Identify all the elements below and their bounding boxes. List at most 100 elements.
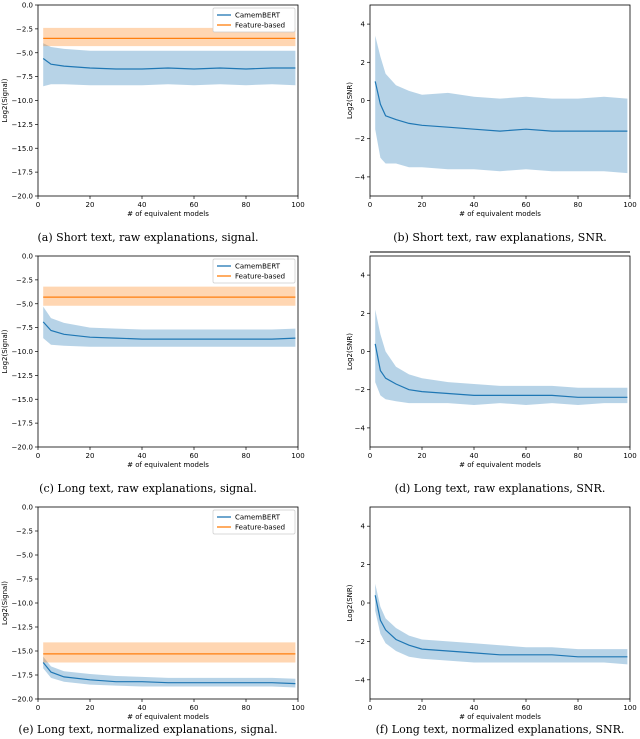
y-tick-label: −2 [355,135,365,143]
y-tick-label: −15.0 [12,648,33,656]
x-tick-label: 80 [242,201,251,209]
x-tick-label: 20 [418,452,427,460]
confidence-band-camembert [375,35,628,174]
panel-caption-c: (c) Long text, raw explanations, signal. [39,482,257,495]
legend-box [212,7,296,33]
x-tick-label: 100 [623,201,636,209]
y-axis-label: Log2(Signal) [1,329,9,373]
x-tick-label: 40 [470,201,479,209]
x-axis-label: # of equivalent models [459,210,541,218]
y-tick-label: −17.5 [12,169,33,177]
plot-frame [37,255,299,448]
x-tick-label: 60 [522,452,531,460]
y-axis-label: Log2(Signal) [1,78,9,122]
confidence-band-feature-based [43,642,296,663]
x-axis-label: # of equivalent models [127,461,209,469]
y-tick-label: −12.5 [12,372,33,380]
x-tick-label: 0 [36,201,40,209]
x-tick-label: 60 [190,201,199,209]
panel-caption-b: (b) Short text, raw explanations, SNR. [393,231,607,244]
y-tick-label: 0.0 [22,504,33,512]
y-tick-label: −2 [355,638,365,646]
x-tick-label: 20 [418,704,427,712]
confidence-band-feature-based [43,286,296,306]
x-tick-label: 40 [138,452,147,460]
y-tick-label: 0 [361,348,365,356]
x-axis-label: # of equivalent models [459,461,541,469]
y-tick-label: 2 [361,59,365,67]
y-tick-label: −15.0 [12,145,33,153]
x-tick-label: 20 [418,201,427,209]
legend: CamemBERT Feature-based [212,509,296,535]
x-tick-label: 60 [190,452,199,460]
x-tick-label: 60 [522,201,531,209]
y-tick-label: −17.5 [12,420,33,428]
y-tick-label: 0 [361,97,365,105]
chart-panel-e: 0 20 40 60 80 100 0.0 −2.5 −5.0 −7.5 −10.0 −12.5 −15… [1,504,305,722]
x-tick-label: 20 [86,201,95,209]
x-tick-label: 0 [368,704,372,712]
y-tick-label: −7.5 [16,324,33,332]
confidence-band-camembert [375,309,628,405]
panel-caption-a: (a) Short text, raw explanations, signal… [38,231,259,244]
series-line-camembert [374,595,628,658]
x-tick-label: 0 [368,201,372,209]
x-tick-label: 80 [574,452,583,460]
legend-label-feature-based: Feature-based [235,524,285,532]
x-axis-label: # of equivalent models [127,713,209,721]
y-tick-label: 0.0 [22,253,33,261]
x-tick-label: 80 [242,704,251,712]
y-tick-label: −15.0 [12,396,33,404]
y-tick-label: −2 [355,386,365,394]
y-tick-label: −20.0 [12,696,33,704]
x-tick-label: 100 [623,452,636,460]
x-tick-label: 60 [522,704,531,712]
legend: CamemBERT Feature-based [212,7,296,33]
x-tick-label: 80 [574,201,583,209]
y-tick-label: −7.5 [16,576,33,584]
y-tick-label: −5.0 [16,552,33,560]
x-tick-label: 100 [623,704,636,712]
legend-label-camembert: CamemBERT [235,514,281,522]
x-tick-label: 100 [291,201,304,209]
x-tick-label: 60 [190,704,199,712]
chart-panel-a: 0 20 40 60 80 100 0.0 −2.5 −5.0 −7.5 −10.0 −12.5 −15… [1,2,305,219]
plot-frame [369,506,631,700]
y-tick-label: 4 [361,272,366,280]
y-axis-label: Log2(SNR) [346,82,354,119]
x-axis-label: # of equivalent models [459,713,541,721]
y-tick-label: −2.5 [16,25,33,33]
y-tick-label: −2.5 [16,528,33,536]
x-tick-label: 20 [86,452,95,460]
y-tick-label: −12.5 [12,624,33,632]
y-tick-label: −2.5 [16,276,33,284]
x-tick-label: 40 [138,704,147,712]
y-tick-label: 2 [361,561,365,569]
plot-frame [369,255,631,448]
legend-box [212,258,296,284]
y-axis-label: Log2(Signal) [1,581,9,625]
y-tick-label: 4 [361,523,366,531]
series-line-camembert [374,81,628,132]
series-line-camembert [42,58,296,70]
series-line-camembert [42,321,296,340]
y-tick-label: 2 [361,310,365,318]
panel-caption-f: (f) Long text, normalized explanations, … [376,723,625,736]
y-tick-label: −4 [355,676,366,684]
legend-label-feature-based: Feature-based [235,273,285,281]
x-tick-label: 0 [368,452,372,460]
legend-box [212,509,296,535]
x-tick-label: 40 [470,452,479,460]
y-tick-label: −17.5 [12,672,33,680]
y-tick-label: 0 [361,600,365,608]
series-line-camembert [374,343,628,398]
confidence-band-camembert [43,656,296,688]
y-tick-label: −5.0 [16,300,33,308]
confidence-band-feature-based [43,27,296,47]
y-tick-label: −4 [355,173,366,181]
chart-panel-c: 0 20 40 60 80 100 0.0 −2.5 −5.0 −7.5 −10.0 −12.5 −15… [1,253,305,470]
legend: CamemBERT Feature-based [212,258,296,284]
